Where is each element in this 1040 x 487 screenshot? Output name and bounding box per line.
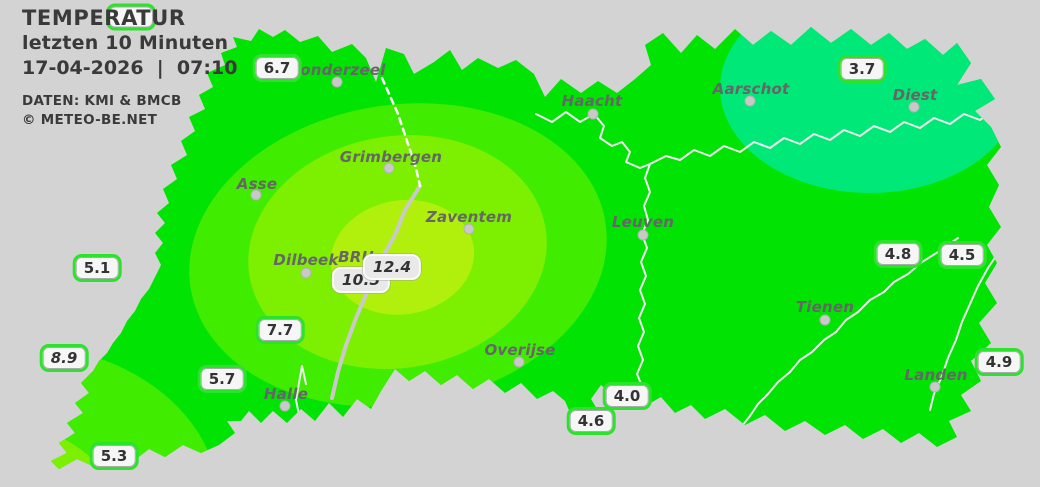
city-label-halle: Halle: [263, 385, 309, 403]
credit: © METEO-BE.NET: [22, 112, 158, 128]
city-dot-aarschot: [744, 95, 756, 107]
city-label-dilbeek: Dilbeek: [273, 251, 339, 269]
temperature-badge-7.7: 7.7: [255, 316, 305, 344]
city-label-landen: Landen: [904, 366, 968, 384]
city-label-diest: Diest: [892, 86, 938, 104]
city-label-asse: Asse: [236, 175, 278, 193]
city-dot-leuven: [637, 229, 649, 241]
city-dot-landen: [929, 381, 941, 393]
temperature-badge-8.9: 8.9: [39, 344, 89, 372]
temperature-badge-4.5: 4.5: [937, 241, 987, 269]
motorway-dashed-line: [380, 76, 422, 188]
city-label-leuven: Leuven: [611, 213, 675, 231]
map-header: TEMPERATUR letzten 10 Minuten 17-04-2026…: [22, 5, 237, 130]
temperature-badge-4.6: 4.6: [566, 407, 616, 435]
city-label-haacht: Haacht: [561, 92, 623, 110]
temperature-badge-4.9: 4.9: [974, 348, 1024, 376]
temperature-badge-4.8: 4.8: [873, 240, 923, 268]
city-label-zaventem: Zaventem: [425, 208, 513, 226]
temperature-badge-5.1: 5.1: [72, 254, 122, 282]
city-dot-diest: [908, 101, 920, 113]
city-label-tienen: Tienen: [795, 298, 855, 316]
temperature-badge-12.4: 12.4: [362, 254, 422, 280]
city-dots: [250, 76, 941, 412]
temperature-badge-4.0: 4.0: [602, 382, 652, 410]
temperature-badge-3.7: 3.7: [837, 55, 887, 83]
city-dot-asse: [250, 189, 262, 201]
city-dot-dilbeek: [300, 267, 312, 279]
data-source: DATEN: KMI & BMCB: [22, 93, 182, 109]
temperature-badge-6.7: 6.7: [252, 54, 302, 82]
city-dot-haacht: [587, 108, 599, 120]
temperature-badge-5.7: 5.7: [197, 365, 247, 393]
city-dot-tienen: [819, 314, 831, 326]
city-dot-londerzeel: [331, 76, 343, 88]
city-label-londerzeel: Londerzeel: [290, 61, 386, 79]
city-dot-overijse: [513, 356, 525, 368]
date-time: 17-04-2026 | 07:10: [22, 57, 238, 79]
temperature-badge-5.3: 5.3: [89, 442, 139, 470]
subtitle: letzten 10 Minuten: [22, 32, 229, 54]
city-dot-halle: [279, 400, 291, 412]
temp-band-sw-outer: [51, 344, 219, 469]
city-label-aarschot: Aarschot: [712, 80, 790, 98]
city-label-grimbergen: Grimbergen: [339, 148, 443, 166]
temperature-badge-obscured: [106, 3, 156, 31]
city-dot-zaventem: [463, 223, 475, 235]
page-title: TEMPERATUR: [22, 6, 186, 30]
city-label-overijse: Overijse: [484, 341, 556, 359]
city-dot-grimbergen: [383, 162, 395, 174]
